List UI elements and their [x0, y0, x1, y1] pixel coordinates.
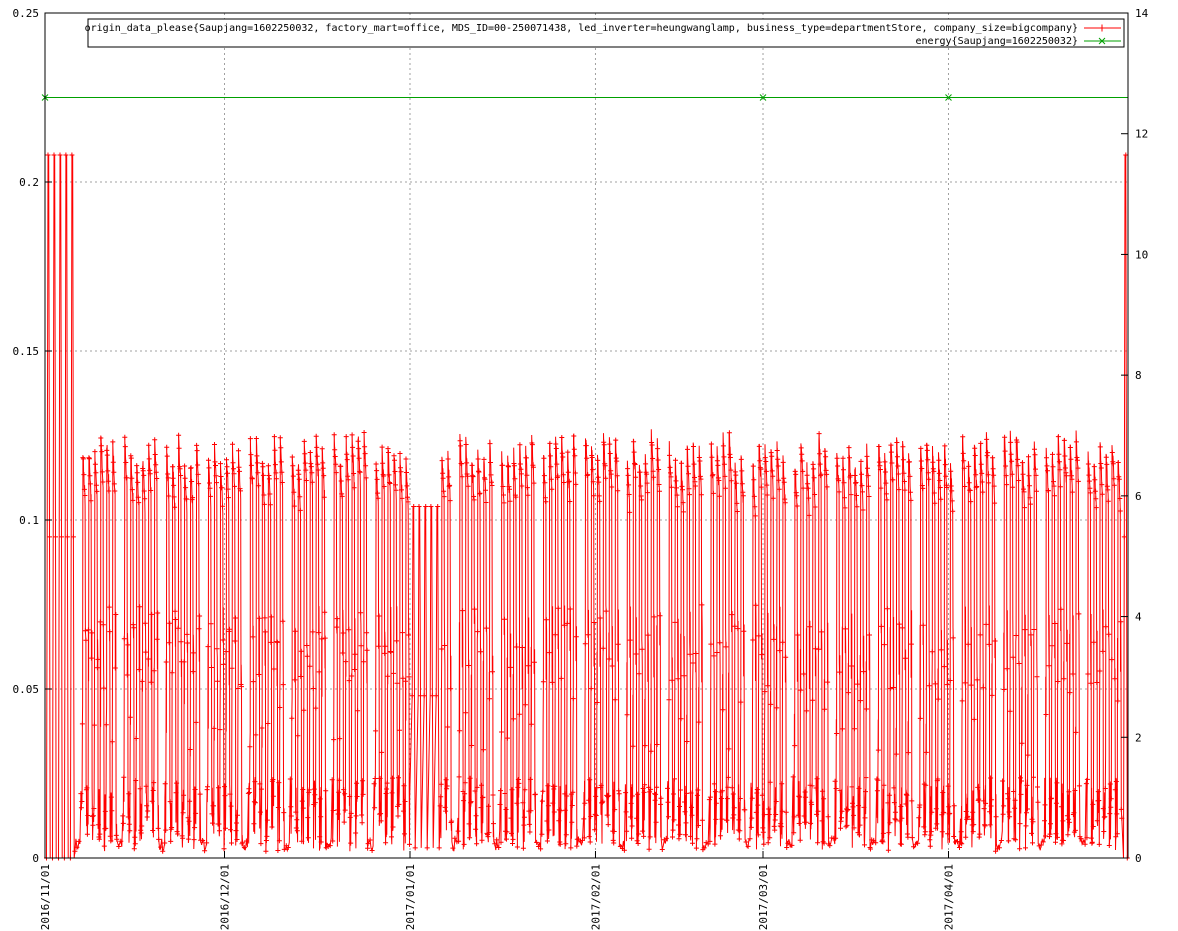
y-tick-label-left: 0.15: [13, 345, 40, 358]
x-tick-label: 2017/03/01: [757, 864, 770, 930]
y-tick-label-right: 8: [1135, 369, 1142, 382]
y-tick-label-right: 4: [1135, 611, 1142, 624]
energy-point: [945, 94, 952, 101]
x-tick-label: 2016/12/01: [219, 864, 232, 930]
x-tick-label: 2017/01/01: [404, 864, 417, 930]
legend-entry-energy: energy{Saupjang=1602250032}: [915, 36, 1078, 47]
legend: origin_data_please{Saupjang=1602250032, …: [85, 18, 1125, 48]
y-tick-label-left: 0.05: [13, 683, 40, 696]
y-axis-left: 0 0.05 0.1 0.15 0.2 0.25: [13, 7, 52, 865]
y-tick-label-left: 0.1: [19, 514, 39, 527]
y-tick-label-left: 0: [32, 852, 39, 865]
y-tick-label-left: 0.2: [19, 176, 39, 189]
energy-point: [759, 94, 767, 101]
y-tick-label-left: 0.25: [13, 7, 40, 20]
x-tick-label: 2016/11/01: [39, 864, 52, 930]
plot-frame: [44, 12, 1129, 859]
y-tick-label-right: 6: [1135, 490, 1142, 503]
legend-marker-origin-data: [1098, 24, 1106, 32]
y-tick-label-right: 10: [1135, 248, 1148, 261]
y-tick-label-right: 2: [1135, 731, 1142, 744]
x-axis: 2016/11/01 2016/12/01 2017/01/01 2017/02/01…: [39, 851, 955, 930]
legend-marker-energy: [1098, 37, 1106, 45]
x-tick-label: 2017/04/01: [942, 864, 955, 930]
y-tick-label-right: 12: [1135, 128, 1148, 141]
legend-entry-origin-data: origin_data_please{Saupjang=1602250032, …: [85, 23, 1078, 34]
y-tick-label-right: 0: [1135, 852, 1142, 865]
y-tick-label-right: 14: [1135, 7, 1149, 20]
legend-box: [87, 18, 1125, 48]
x-tick-label: 2017/02/01: [589, 864, 602, 930]
y-axis-right: 0 2 4 6 8 10 12 14: [1121, 7, 1149, 865]
